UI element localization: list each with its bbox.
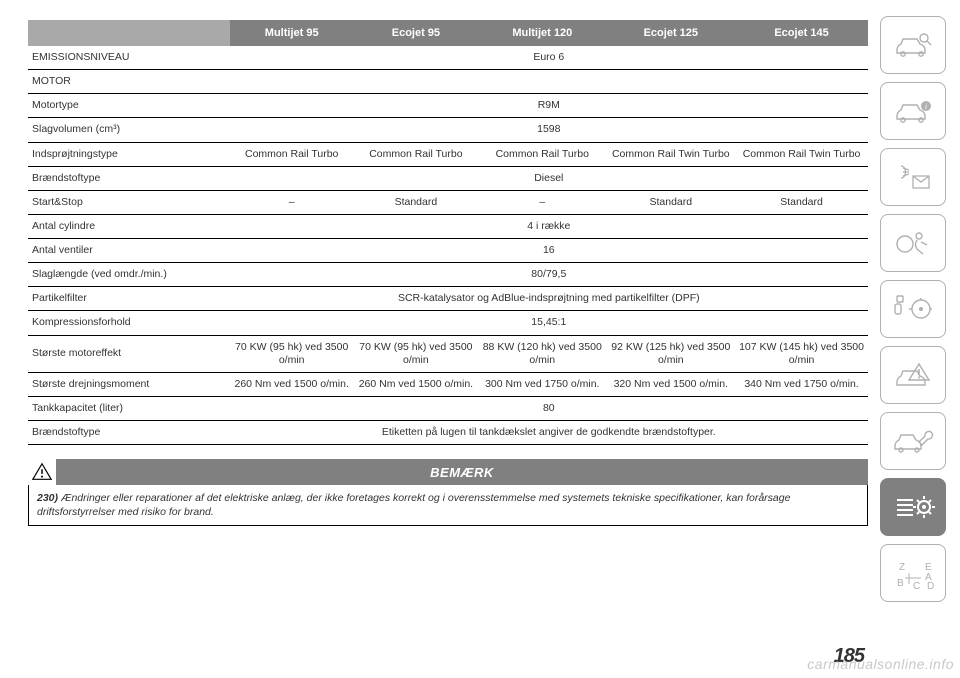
table-row: BrændstoftypeDiesel [28, 166, 868, 190]
row-label: Største drejningsmoment [28, 372, 230, 396]
table-row: BrændstoftypeEtiketten på lugen til tank… [28, 421, 868, 445]
row-label: EMISSIONSNIVEAU [28, 46, 230, 70]
row-label: Tankkapacitet (liter) [28, 396, 230, 420]
row-label: Slagvolumen (cm³) [28, 118, 230, 142]
table-row: MotortypeR9M [28, 94, 868, 118]
row-label: Start&Stop [28, 190, 230, 214]
row-cell: Common Rail Twin Turbo [735, 142, 868, 166]
col-header: Multijet 95 [230, 20, 354, 46]
row-cell: 107 KW (145 hk) ved 3500 o/min [735, 335, 868, 372]
col-header: Ecojet 95 [354, 20, 478, 46]
note-text: Ændringer eller reparationer af det elek… [37, 492, 790, 518]
table-row: Kompressionsforhold15,45:1 [28, 311, 868, 335]
svg-text:D: D [927, 581, 934, 590]
row-cell: 70 KW (95 hk) ved 3500 o/min [230, 335, 354, 372]
svg-text:C: C [913, 581, 920, 590]
row-label: Slaglængde (ved omdr./min.) [28, 263, 230, 287]
table-row: Tankkapacitet (liter)80 [28, 396, 868, 420]
row-cell: Common Rail Twin Turbo [607, 142, 736, 166]
key-steering-icon[interactable] [880, 280, 946, 338]
row-label: Brændstoftype [28, 421, 230, 445]
car-warning-icon[interactable] [880, 346, 946, 404]
note-title: BEMÆRK [56, 465, 868, 480]
row-cell: Standard [354, 190, 478, 214]
table-header-row: Multijet 95 Ecojet 95 Multijet 120 Ecoje… [28, 20, 868, 46]
row-cell: 70 KW (95 hk) ved 3500 o/min [354, 335, 478, 372]
row-value-span: Diesel [230, 166, 868, 190]
table-row: Antal cylindre4 i række [28, 214, 868, 238]
col-header: Ecojet 125 [607, 20, 736, 46]
row-label: Motortype [28, 94, 230, 118]
row-cell: Common Rail Turbo [478, 142, 607, 166]
row-cell: Common Rail Turbo [230, 142, 354, 166]
row-value-span: 16 [230, 239, 868, 263]
list-gear-icon[interactable] [880, 478, 946, 536]
row-cell: Common Rail Turbo [354, 142, 478, 166]
warning-icon [28, 459, 56, 485]
car-wrench-icon[interactable] [880, 412, 946, 470]
airbag-icon[interactable] [880, 214, 946, 272]
row-value-span: SCR-katalysator og AdBlue-indsprøjtning … [230, 287, 868, 311]
row-label: Antal cylindre [28, 214, 230, 238]
content-area: Multijet 95 Ecojet 95 Multijet 120 Ecoje… [0, 0, 880, 678]
row-label: Brændstoftype [28, 166, 230, 190]
row-cell: – [230, 190, 354, 214]
table-row: Start&Stop–Standard–StandardStandard [28, 190, 868, 214]
row-label: Antal ventiler [28, 239, 230, 263]
watermark: carmanualsonline.info [807, 656, 954, 672]
row-value-span: 1598 [230, 118, 868, 142]
table-row: Antal ventiler16 [28, 239, 868, 263]
header-blank [28, 20, 230, 46]
row-cell: 260 Nm ved 1500 o/min. [230, 372, 354, 396]
car-info-icon[interactable]: i [880, 82, 946, 140]
col-header: Ecojet 145 [735, 20, 868, 46]
row-label: Partikelfilter [28, 287, 230, 311]
row-value-span: Euro 6 [230, 46, 868, 70]
row-cell: 300 Nm ved 1750 o/min. [478, 372, 607, 396]
section-nav-sidebar: i ZEBADC [880, 0, 960, 678]
row-value-span: R9M [230, 94, 868, 118]
row-cell: – [478, 190, 607, 214]
spec-table: Multijet 95 Ecojet 95 Multijet 120 Ecoje… [28, 20, 868, 445]
row-cell: 340 Nm ved 1750 o/min. [735, 372, 868, 396]
car-search-icon[interactable] [880, 16, 946, 74]
row-value-span: Etiketten på lugen til tankdækslet angiv… [230, 421, 868, 445]
row-label: Kompressionsforhold [28, 311, 230, 335]
row-value-span: 80 [230, 396, 868, 420]
note-number: 230) [37, 492, 58, 504]
row-label: Indsprøjtningstype [28, 142, 230, 166]
table-row: Største motoreffekt70 KW (95 hk) ved 350… [28, 335, 868, 372]
svg-text:Z: Z [899, 562, 905, 573]
row-label: Største motoreffekt [28, 335, 230, 372]
row-cell: 88 KW (120 hk) ved 3500 o/min [478, 335, 607, 372]
col-header: Multijet 120 [478, 20, 607, 46]
note-box: 230) Ændringer eller reparationer af det… [28, 485, 868, 526]
row-cell: 320 Nm ved 1500 o/min. [607, 372, 736, 396]
svg-text:B: B [897, 578, 904, 589]
table-row: Største drejningsmoment260 Nm ved 1500 o… [28, 372, 868, 396]
svg-text:i: i [925, 102, 927, 111]
row-cell: Standard [607, 190, 736, 214]
row-label: MOTOR [28, 70, 230, 94]
table-row: MOTOR [28, 70, 868, 94]
row-value-span: 4 i række [230, 214, 868, 238]
row-cell: 92 KW (125 hk) ved 3500 o/min [607, 335, 736, 372]
table-row: IndsprøjtningstypeCommon Rail TurboCommo… [28, 142, 868, 166]
table-row: Slagvolumen (cm³)1598 [28, 118, 868, 142]
row-value-span: 80/79,5 [230, 263, 868, 287]
table-row: EMISSIONSNIVEAUEuro 6 [28, 46, 868, 70]
row-value-span [230, 70, 868, 94]
note-title-bar: BEMÆRK [28, 459, 868, 485]
lights-mail-icon[interactable] [880, 148, 946, 206]
alpha-icon[interactable]: ZEBADC [880, 544, 946, 602]
row-cell: Standard [735, 190, 868, 214]
row-value-span: 15,45:1 [230, 311, 868, 335]
table-row: PartikelfilterSCR-katalysator og AdBlue-… [28, 287, 868, 311]
row-cell: 260 Nm ved 1500 o/min. [354, 372, 478, 396]
table-row: Slaglængde (ved omdr./min.)80/79,5 [28, 263, 868, 287]
